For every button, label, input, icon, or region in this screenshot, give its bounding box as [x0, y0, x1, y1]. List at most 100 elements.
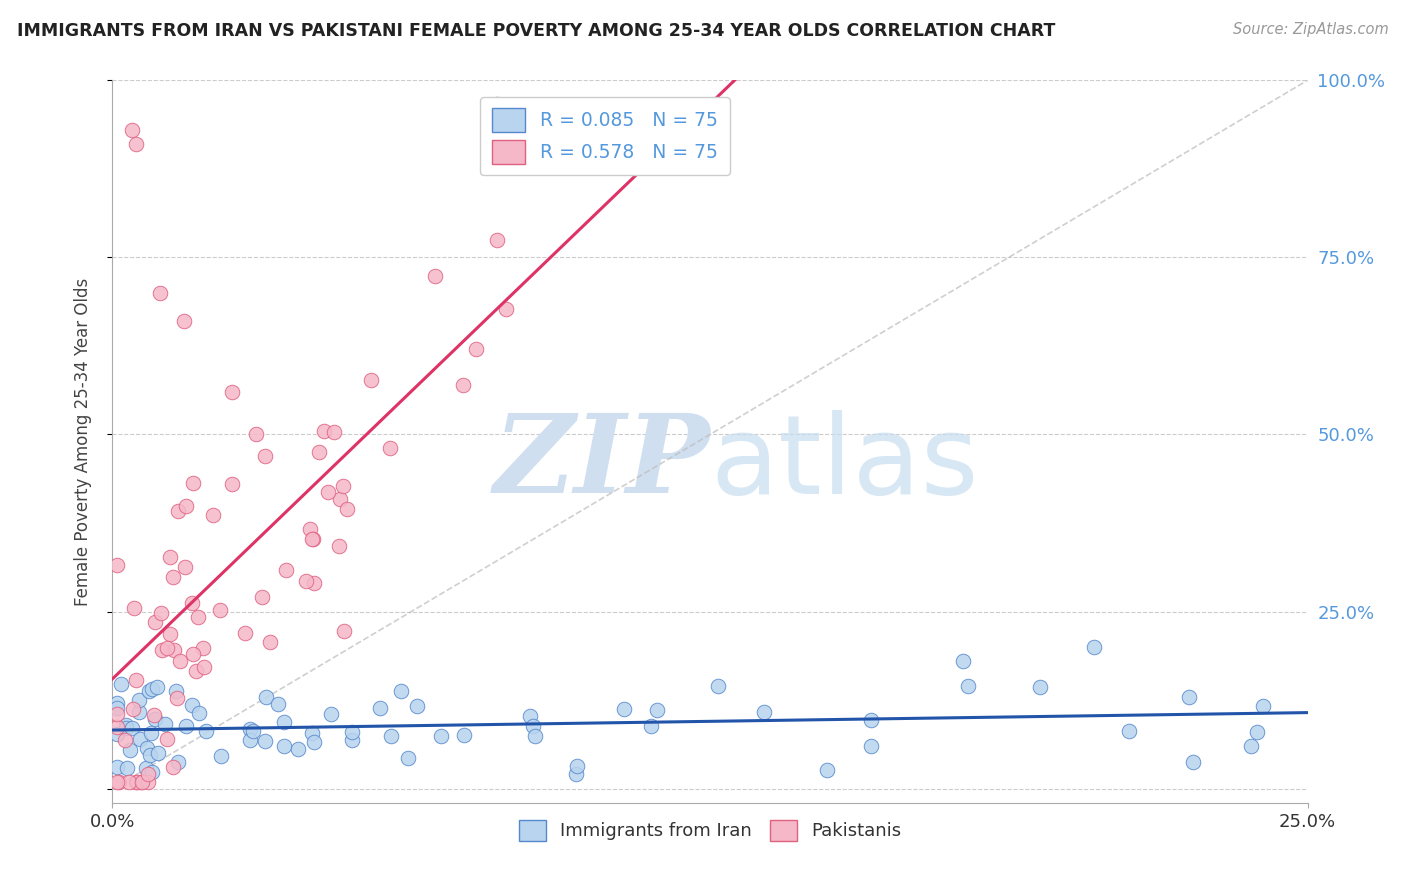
Point	[181, 596, 204, 610]
Point	[125, 136, 148, 151]
Point	[302, 735, 325, 749]
Point	[105, 706, 128, 721]
Point	[114, 718, 136, 732]
Point	[105, 760, 128, 774]
Point	[115, 722, 138, 736]
Point	[173, 560, 195, 574]
Point	[707, 680, 730, 694]
Point	[127, 774, 149, 789]
Point	[169, 654, 191, 668]
Point	[259, 634, 281, 648]
Text: ZIP: ZIP	[494, 409, 710, 517]
Point	[141, 681, 163, 696]
Point	[254, 733, 277, 747]
Point	[451, 378, 474, 392]
Point	[380, 730, 402, 744]
Point	[308, 444, 330, 458]
Point	[1251, 699, 1274, 714]
Point	[406, 699, 429, 714]
Point	[1178, 690, 1201, 704]
Point	[181, 648, 204, 662]
Point	[131, 774, 153, 789]
Point	[188, 706, 211, 720]
Point	[156, 731, 179, 746]
Point	[194, 724, 217, 739]
Point	[146, 680, 169, 694]
Point	[122, 702, 145, 716]
Point	[316, 485, 339, 500]
Point	[254, 449, 277, 463]
Point	[333, 624, 356, 638]
Point	[329, 491, 352, 506]
Point	[174, 719, 197, 733]
Point	[136, 767, 159, 781]
Point	[128, 705, 150, 719]
Point	[141, 726, 163, 740]
Point	[485, 233, 508, 247]
Point	[519, 709, 541, 723]
Point	[565, 759, 588, 773]
Point	[815, 763, 838, 777]
Point	[250, 590, 273, 604]
Point	[1118, 723, 1140, 738]
Point	[378, 441, 401, 455]
Point	[340, 725, 363, 739]
Point	[453, 728, 475, 742]
Point	[294, 574, 316, 588]
Point	[389, 684, 412, 698]
Point	[163, 643, 186, 657]
Point	[423, 269, 446, 284]
Point	[121, 123, 143, 137]
Point	[105, 701, 128, 715]
Point	[301, 532, 323, 546]
Point	[396, 751, 419, 765]
Point	[125, 673, 148, 687]
Point	[323, 425, 346, 439]
Point	[640, 719, 662, 733]
Point	[360, 373, 382, 387]
Point	[613, 702, 636, 716]
Point	[523, 729, 546, 743]
Point	[181, 475, 204, 490]
Point	[128, 693, 150, 707]
Point	[167, 504, 190, 518]
Point	[239, 733, 262, 747]
Point	[122, 601, 145, 615]
Point	[328, 539, 350, 553]
Point	[522, 719, 544, 733]
Point	[859, 739, 882, 753]
Point	[276, 563, 298, 577]
Point	[1240, 739, 1263, 753]
Point	[301, 725, 323, 739]
Point	[336, 502, 359, 516]
Point	[645, 703, 668, 717]
Text: IMMIGRANTS FROM IRAN VS PAKISTANI FEMALE POVERTY AMONG 25-34 YEAR OLDS CORRELATI: IMMIGRANTS FROM IRAN VS PAKISTANI FEMALE…	[17, 22, 1056, 40]
Point	[162, 570, 184, 584]
Point	[141, 765, 163, 780]
Point	[239, 723, 262, 737]
Point	[136, 774, 159, 789]
Point	[429, 729, 451, 743]
Point	[565, 767, 588, 781]
Point	[142, 707, 165, 722]
Point	[153, 717, 176, 731]
Point	[267, 697, 290, 711]
Point	[129, 732, 152, 747]
Point	[254, 690, 277, 705]
Point	[110, 677, 132, 691]
Point	[105, 696, 128, 710]
Point	[105, 558, 128, 572]
Point	[193, 660, 215, 674]
Point	[120, 743, 142, 757]
Point	[245, 427, 267, 442]
Point	[138, 683, 160, 698]
Text: atlas: atlas	[710, 409, 979, 516]
Point	[952, 654, 974, 668]
Point	[495, 301, 517, 316]
Point	[181, 698, 204, 713]
Point	[143, 712, 166, 726]
Point	[105, 720, 128, 734]
Point	[242, 723, 264, 738]
Point	[135, 761, 157, 775]
Point	[156, 640, 179, 655]
